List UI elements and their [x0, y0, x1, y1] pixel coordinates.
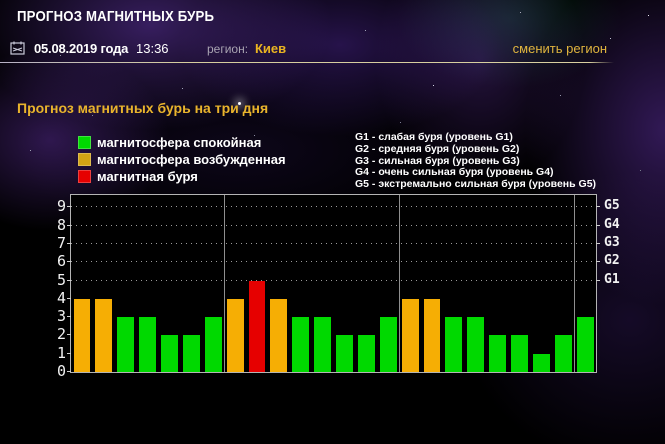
y-axis-tick-label: 8: [56, 215, 66, 234]
g-scale-legend-line: G4 - очень сильная буря (уровень G4): [355, 166, 554, 179]
day-separator-line: [399, 195, 401, 372]
kp-bar-quiet: [445, 317, 463, 372]
legend-item-label: магнитная буря: [97, 169, 198, 184]
legend-item: магнитосфера возбужденная: [78, 151, 286, 168]
right-axis-g-label: G2: [604, 253, 620, 269]
gridline-kp-6: [71, 261, 596, 263]
right-axis-g-label: G1: [604, 271, 620, 287]
y-axis-tick: [67, 279, 71, 281]
right-axis-tick: [596, 261, 600, 263]
section-title: Прогноз магнитных бурь на три дня: [17, 100, 269, 116]
kp-bar-quiet: [161, 335, 178, 372]
gridline-kp-5: [71, 279, 596, 281]
y-axis-tick-label: 1: [56, 343, 66, 362]
right-axis-g-label: G5: [604, 198, 620, 214]
kp-bar-excited: [73, 298, 91, 372]
y-axis-tick: [67, 206, 71, 208]
kp-bar-quiet: [139, 317, 156, 372]
right-axis-tick: [596, 224, 600, 226]
bright-star-decoration: [238, 102, 241, 105]
header-divider: [0, 62, 614, 63]
g-scale-legend-line: G1 - слабая буря (уровень G1): [355, 131, 513, 143]
kp-bar-quiet: [314, 317, 331, 372]
kp-bar-excited: [423, 298, 441, 372]
kp-bar-quiet: [379, 317, 397, 372]
g-scale-legend-line: G2 - средняя буря (уровень G2): [355, 142, 520, 155]
kp-bar-excited: [270, 298, 288, 372]
gridline-kp-9: [71, 206, 596, 208]
legend-swatch: [78, 170, 91, 183]
kp-bar-storm: [248, 280, 266, 372]
calendar-icon: [10, 41, 25, 58]
y-axis-tick-label: 0: [56, 362, 66, 380]
kp-bar-quiet: [182, 335, 200, 372]
chart-plot-area: [70, 194, 597, 373]
g-scale-legend: G1 - слабая буря (уровень G1) G2 - средня…: [355, 131, 597, 191]
y-axis-tick-label: 2: [56, 325, 66, 344]
legend-swatch: [78, 136, 91, 149]
right-axis-tick: [596, 242, 600, 244]
kp-bar-quiet: [292, 317, 310, 372]
y-axis-tick-label: 4: [56, 288, 66, 307]
y-axis-tick: [67, 371, 71, 372]
gridline-kp-8: [71, 224, 596, 226]
kp-bar-quiet: [532, 353, 550, 372]
legend-item: магнитосфера спокойная: [78, 134, 286, 151]
g-scale-legend-line: G5 - экстремально сильная буря (уровень …: [355, 178, 597, 191]
right-axis-g-label: G4: [604, 216, 620, 232]
region-label: регион:: [207, 42, 249, 56]
day-separator-line: [574, 195, 576, 372]
info-bar: 05.08.2019 года 13:36 регион: Киев смени…: [10, 40, 655, 58]
kp-bar-quiet: [511, 335, 528, 372]
kp-bar-quiet: [357, 335, 375, 372]
y-axis-tick-label: 5: [56, 270, 66, 289]
starfield-decoration: [0, 0, 1, 1]
kp-bar-quiet: [467, 317, 485, 372]
y-axis-tick-label: 9: [56, 197, 66, 216]
kp-bar-quiet: [117, 317, 135, 372]
kp-bar-quiet: [336, 335, 353, 372]
change-region-link[interactable]: сменить регион: [512, 41, 607, 56]
region-value: Киев: [255, 41, 287, 56]
right-axis-tick: [596, 206, 600, 208]
kp-bar-excited: [95, 298, 113, 372]
y-axis-tick-label: 7: [56, 233, 66, 252]
color-legend: магнитосфера спокойная магнитосфера возбу…: [78, 134, 286, 185]
right-axis-tick: [596, 279, 600, 281]
y-axis-tick: [67, 242, 71, 244]
y-axis-tick: [67, 224, 71, 226]
y-axis-tick-label: 3: [56, 307, 66, 326]
page-title: ПРОГНОЗ МАГНИТНЫХ БУРЬ: [17, 8, 215, 25]
right-axis-g-label: G3: [604, 234, 620, 250]
kp-bar-quiet: [576, 317, 594, 372]
y-axis-tick: [67, 352, 71, 354]
current-date: 05.08.2019 года: [34, 41, 129, 56]
gridline-kp-7: [71, 242, 596, 244]
kp-bar-quiet: [554, 335, 572, 372]
kp-bar-quiet: [489, 335, 506, 372]
kp-bar-quiet: [204, 317, 222, 372]
legend-item-label: магнитосфера спокойная: [97, 135, 262, 150]
y-axis-tick: [67, 316, 71, 318]
day-separator-line: [224, 195, 226, 372]
kp-bar-excited: [401, 298, 419, 372]
legend-item: магнитная буря: [78, 168, 286, 185]
y-axis-tick: [67, 297, 71, 299]
current-time: 13:36: [136, 41, 169, 56]
y-axis-tick: [67, 334, 71, 336]
y-axis-tick-label: 6: [56, 252, 66, 271]
legend-item-label: магнитосфера возбужденная: [97, 152, 286, 167]
kp-bar-excited: [226, 298, 244, 372]
legend-swatch: [78, 153, 91, 166]
g-scale-legend-line: G3 - сильная буря (уровень G3): [355, 154, 520, 167]
y-axis-tick: [67, 261, 71, 263]
